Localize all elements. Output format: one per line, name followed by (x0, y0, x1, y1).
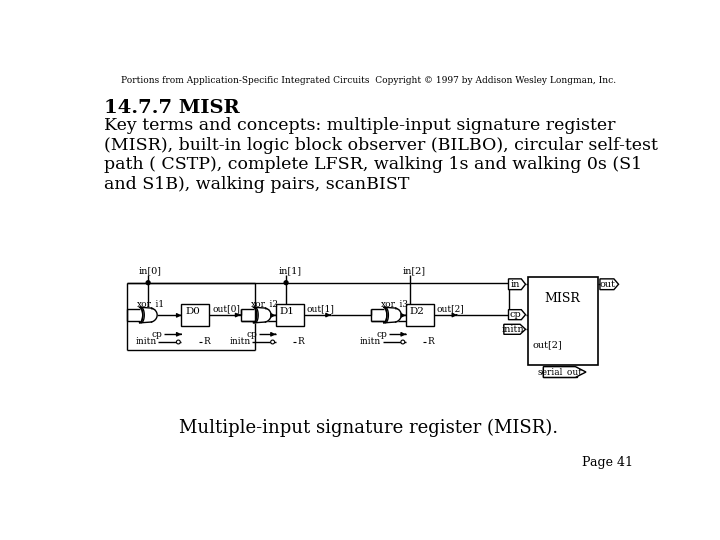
Text: cp: cp (246, 330, 257, 339)
Polygon shape (385, 307, 401, 323)
Text: initn: initn (360, 338, 381, 347)
Bar (406, 304, 434, 326)
Text: out[2]: out[2] (437, 305, 464, 313)
Text: D0: D0 (185, 307, 200, 316)
Text: xor_i2: xor_i2 (251, 299, 279, 309)
Text: D1: D1 (279, 307, 294, 316)
Text: R: R (297, 338, 304, 347)
Text: out[2]: out[2] (533, 340, 562, 349)
Text: initn: initn (501, 325, 524, 334)
Bar (544, 367, 577, 377)
Text: initn: initn (135, 338, 157, 347)
Text: cp: cp (377, 330, 387, 339)
Text: serial_out: serial_out (538, 367, 583, 377)
Polygon shape (504, 325, 526, 334)
Polygon shape (508, 309, 526, 320)
Text: in[2]: in[2] (402, 266, 426, 275)
Circle shape (146, 281, 150, 285)
Text: D2: D2 (410, 307, 425, 316)
Text: Page 41: Page 41 (582, 456, 632, 469)
Text: initn: initn (230, 338, 251, 347)
Bar (528, 276, 598, 365)
Text: out[0]: out[0] (212, 305, 240, 313)
Circle shape (284, 281, 288, 285)
Text: cp: cp (510, 310, 521, 319)
Text: R: R (203, 338, 210, 347)
Circle shape (401, 340, 405, 344)
Text: xor_i1: xor_i1 (137, 299, 165, 309)
Polygon shape (544, 367, 586, 377)
Text: xor_i3: xor_i3 (381, 299, 409, 309)
Circle shape (176, 340, 180, 344)
Text: MISR: MISR (545, 292, 581, 305)
Circle shape (271, 340, 274, 344)
Text: 14.7.7 MISR: 14.7.7 MISR (104, 99, 240, 117)
Text: in: in (510, 280, 520, 289)
Polygon shape (255, 307, 271, 323)
Text: Multiple-input signature register (MISR).: Multiple-input signature register (MISR)… (179, 419, 559, 437)
Text: Portions from Application-Specific Integrated Circuits  Copyright © 1997 by Addi: Portions from Application-Specific Integ… (122, 76, 616, 85)
Bar (181, 304, 210, 326)
Text: R: R (428, 338, 434, 347)
Text: in[1]: in[1] (279, 266, 302, 275)
Text: cp: cp (152, 330, 163, 339)
Text: out[1]: out[1] (307, 305, 335, 313)
Text: in[0]: in[0] (139, 266, 162, 275)
Polygon shape (600, 279, 618, 289)
Polygon shape (508, 279, 526, 289)
Text: Key terms and concepts: multiple-input signature register
(MISR), built-in logic: Key terms and concepts: multiple-input s… (104, 117, 658, 193)
Polygon shape (141, 307, 157, 323)
Bar (276, 304, 304, 326)
Text: out: out (599, 280, 616, 289)
